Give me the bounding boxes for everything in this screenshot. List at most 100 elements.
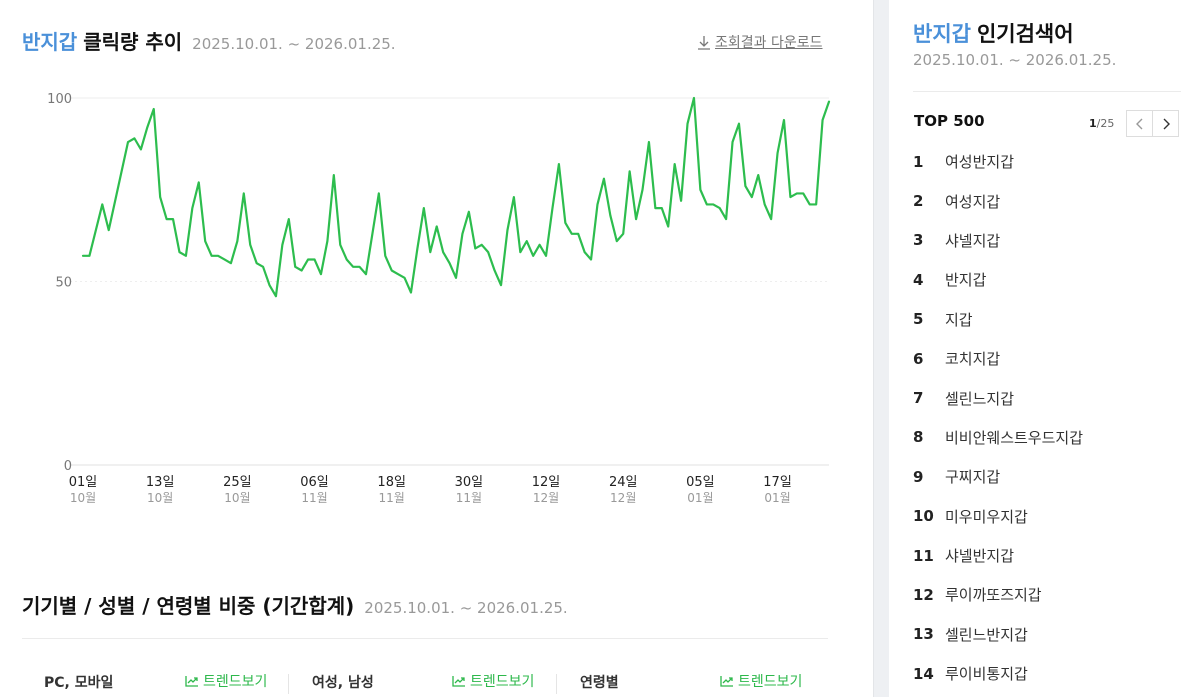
rank-number: 8	[913, 428, 924, 447]
sidebar: 반지갑 인기검색어 2025.10.01. ~ 2026.01.25. TOP 5…	[889, 0, 1195, 697]
trend-icon	[185, 676, 198, 687]
age-label: 연령별	[580, 675, 619, 691]
x-tick-day: 13일	[146, 475, 175, 490]
y-tick-label: 100	[47, 92, 72, 107]
rank-item[interactable]: 1 여성반지갑	[913, 142, 1083, 181]
rank-item[interactable]: 9 구찌지갑	[913, 457, 1083, 496]
x-tick-day: 24일	[609, 475, 638, 490]
rank-item[interactable]: 7 셀린느지갑	[913, 378, 1083, 417]
x-tick-day: 01일	[69, 475, 98, 490]
download-label: 조회결과 다운로드	[715, 35, 823, 51]
rank-keyword: 샤넬지갑	[945, 231, 1001, 250]
main-panel: 반지갑 클릭량 추이 2025.10.01. ~ 2026.01.25. 조회결…	[0, 26, 860, 697]
rank-number: 4	[913, 270, 924, 289]
rank-keyword: 셀린느반지갑	[945, 625, 1028, 644]
top-label: TOP 500	[914, 112, 985, 130]
section-title: 기기별 / 성별 / 연령별 비중 (기간합계) 2025.10.01. ~ 2…	[22, 590, 568, 619]
rank-keyword: 미우미우지갑	[945, 507, 1028, 526]
rank-keyword: 여성지갑	[945, 192, 1001, 211]
next-page-button[interactable]	[1152, 110, 1179, 137]
x-tick-day: 12일	[532, 475, 561, 490]
device-trend-button[interactable]: 트렌드보기	[185, 671, 267, 691]
download-button[interactable]: 조회결과 다운로드	[697, 32, 823, 52]
x-tick-month: 10월	[147, 491, 173, 505]
x-tick-month: 12월	[533, 491, 559, 505]
divider	[556, 674, 557, 694]
rank-keyword: 비비안웨스트우드지갑	[945, 428, 1084, 447]
rank-number: 5	[913, 310, 924, 329]
trend-icon	[452, 676, 465, 687]
click-trend-chart: 05010001일10월13일10월25일10월06일11월18일11월30일1…	[47, 92, 831, 505]
x-tick-day: 30일	[455, 475, 484, 490]
gender-label: 여성, 남성	[312, 675, 374, 691]
rank-item[interactable]: 2 여성지갑	[913, 181, 1083, 220]
rank-item[interactable]: 3 샤넬지갑	[913, 221, 1083, 260]
sidebar-title-text: 인기검색어	[976, 22, 1074, 46]
x-tick-month: 01월	[687, 491, 713, 505]
device-label: PC, 모바일	[44, 675, 114, 691]
keyword-label: 반지갑	[22, 30, 78, 54]
rank-keyword: 루이비통지갑	[945, 665, 1028, 684]
x-tick-day: 06일	[300, 475, 329, 490]
rank-item[interactable]: 11 샤넬반지갑	[913, 536, 1083, 575]
rank-number: 12	[913, 585, 934, 604]
rank-item[interactable]: 6 코치지갑	[913, 339, 1083, 378]
trend-label: 트렌드보기	[738, 674, 803, 690]
x-tick-month: 12월	[610, 491, 636, 505]
chart-title: 반지갑 클릭량 추이 2025.10.01. ~ 2026.01.25.	[22, 26, 396, 55]
gender-trend-button[interactable]: 트렌드보기	[452, 671, 534, 691]
rank-keyword: 반지갑	[945, 271, 987, 290]
rank-number: 14	[913, 664, 934, 683]
rank-number: 1	[913, 152, 924, 171]
rank-keyword: 루이까또즈지갑	[945, 586, 1042, 605]
rank-keyword: 샤넬반지갑	[945, 547, 1015, 566]
rank-keyword: 지갑	[945, 310, 973, 329]
x-tick-day: 17일	[763, 475, 792, 490]
page-total: /25	[1096, 117, 1115, 130]
rank-number: 11	[913, 546, 934, 565]
page-indicator: 1/25	[1089, 117, 1114, 130]
rank-keyword: 셀린느지갑	[945, 389, 1015, 408]
panel-divider	[873, 0, 889, 697]
section-period: 2025.10.01. ~ 2026.01.25.	[364, 599, 568, 617]
y-tick-label: 50	[55, 276, 72, 291]
rank-item[interactable]: 13 셀린느반지갑	[913, 615, 1083, 654]
rank-number: 10	[913, 507, 934, 526]
rank-item[interactable]: 10 미우미우지갑	[913, 497, 1083, 536]
x-tick-month: 10월	[224, 491, 250, 505]
rank-keyword: 여성반지갑	[945, 153, 1015, 172]
popular-keyword-list: 1 여성반지갑 2 여성지갑 3 샤넬지갑 4 반지갑 5 지갑 6 코치지갑 7 셀린느지갑 8 비비안웨스…	[913, 142, 1083, 693]
x-tick-month: 11월	[301, 491, 327, 505]
rank-item[interactable]: 8 비비안웨스트우드지갑	[913, 418, 1083, 457]
series-line	[81, 96, 831, 298]
x-tick-day: 05일	[686, 475, 715, 490]
prev-page-button[interactable]	[1126, 110, 1153, 137]
rank-number: 3	[913, 231, 924, 250]
x-tick-month: 11월	[456, 491, 482, 505]
x-tick-month: 01월	[764, 491, 790, 505]
page-current: 1	[1089, 117, 1097, 130]
rank-item[interactable]: 12 루이까또즈지갑	[913, 575, 1083, 614]
rank-keyword: 구찌지갑	[945, 468, 1001, 487]
breakdown-tabs: PC, 모바일 트렌드보기 여성, 남성 트렌드보기 연령별 트렌드보기	[0, 668, 860, 697]
x-tick-day: 18일	[377, 475, 406, 490]
age-trend-button[interactable]: 트렌드보기	[720, 671, 802, 691]
divider	[913, 91, 1181, 92]
divider	[22, 638, 828, 639]
trend-label: 트렌드보기	[470, 674, 535, 690]
period-text: 2025.10.01. ~ 2026.01.25.	[192, 35, 396, 53]
title-text: 클릭량 추이	[83, 30, 183, 54]
rank-number: 2	[913, 192, 924, 211]
chevron-right-icon	[1163, 118, 1170, 129]
rank-item[interactable]: 4 반지갑	[913, 260, 1083, 299]
x-tick-month: 11월	[379, 491, 405, 505]
rank-number: 6	[913, 349, 924, 368]
divider	[288, 674, 289, 694]
rank-number: 9	[913, 467, 924, 486]
sidebar-keyword: 반지갑	[913, 22, 971, 46]
rank-item[interactable]: 14 루이비통지갑	[913, 654, 1083, 693]
trend-label: 트렌드보기	[203, 674, 268, 690]
y-tick-label: 0	[64, 459, 72, 474]
sidebar-period: 2025.10.01. ~ 2026.01.25.	[913, 51, 1117, 69]
rank-item[interactable]: 5 지갑	[913, 300, 1083, 339]
